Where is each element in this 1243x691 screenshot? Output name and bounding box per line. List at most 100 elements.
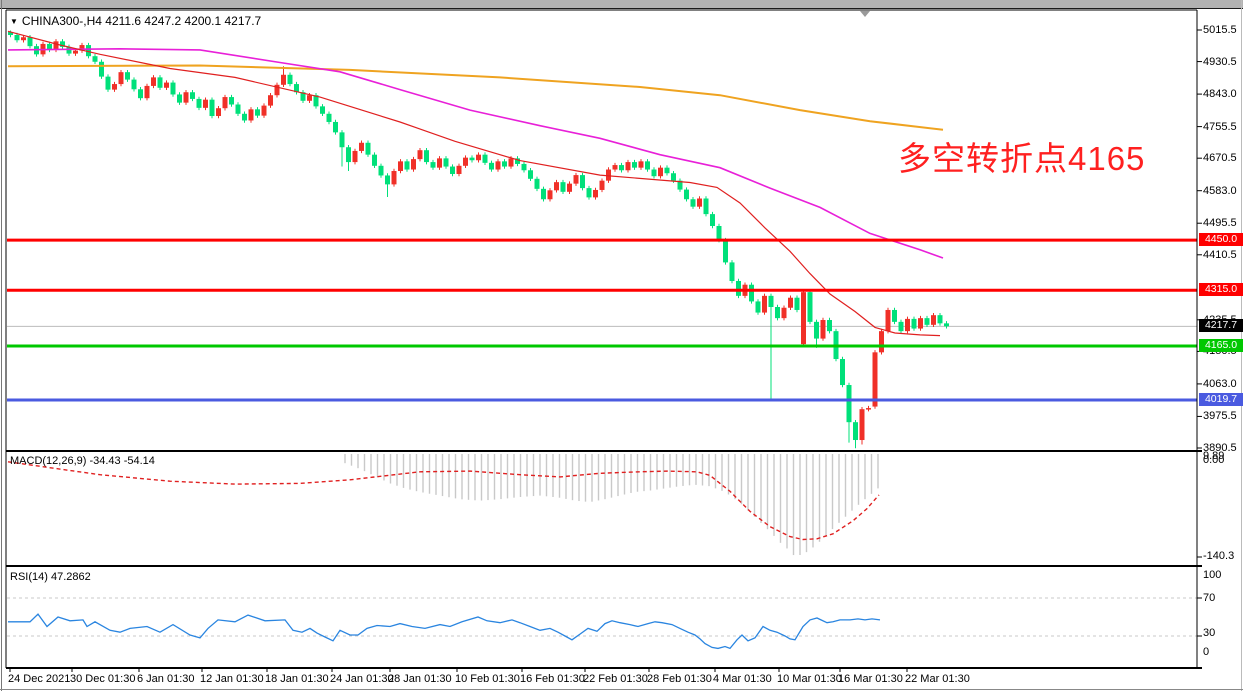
candle bbox=[268, 95, 273, 106]
price-badge-4165.0: 4165.0 bbox=[1199, 339, 1243, 352]
candle bbox=[586, 188, 592, 198]
candle bbox=[222, 97, 228, 109]
candle bbox=[430, 162, 436, 168]
window-frame-left bbox=[1, 0, 2, 691]
candle bbox=[294, 84, 299, 93]
candle bbox=[99, 61, 104, 77]
candle bbox=[346, 147, 351, 163]
price-axis-label: 5015.5 bbox=[1203, 24, 1237, 36]
candle bbox=[469, 157, 475, 161]
candle bbox=[638, 161, 644, 168]
time-axis-label: 10 Feb 01:30 bbox=[455, 673, 520, 685]
candle bbox=[781, 307, 787, 319]
candle bbox=[508, 158, 514, 167]
candle bbox=[300, 92, 306, 101]
candle bbox=[905, 318, 910, 332]
candle bbox=[625, 162, 631, 171]
candle bbox=[521, 163, 527, 171]
symbol-dropdown-icon[interactable]: ▼ bbox=[10, 17, 18, 26]
candle bbox=[723, 240, 728, 263]
candle bbox=[372, 154, 377, 166]
price-axis-label: 3890.5 bbox=[1203, 442, 1237, 454]
candle bbox=[879, 331, 884, 353]
candle bbox=[619, 165, 624, 171]
candle bbox=[846, 385, 852, 423]
candle bbox=[664, 167, 670, 174]
price-axis-label: 4670.5 bbox=[1203, 152, 1237, 165]
candle bbox=[775, 306, 780, 319]
candle bbox=[437, 158, 442, 168]
candle bbox=[8, 32, 13, 36]
candle bbox=[60, 41, 65, 47]
candle bbox=[554, 182, 559, 191]
candle bbox=[391, 171, 397, 185]
time-axis-label: 6 Jan 01:30 bbox=[137, 673, 195, 685]
candle bbox=[144, 85, 150, 99]
candle bbox=[92, 56, 98, 62]
price-axis-label: 4410.5 bbox=[1203, 248, 1237, 261]
chart-title: ▼ CHINA300-,H4 4211.6 4247.2 4200.1 4217.… bbox=[10, 14, 261, 28]
candle bbox=[820, 320, 826, 339]
ma-mid-magenta bbox=[7, 47, 944, 259]
candle bbox=[853, 422, 858, 441]
candle bbox=[489, 162, 494, 170]
time-axis-label: 4 Mar 01:30 bbox=[713, 673, 772, 685]
candle bbox=[326, 113, 332, 122]
candle bbox=[235, 104, 241, 114]
candle bbox=[157, 77, 163, 88]
candle bbox=[274, 84, 280, 96]
time-axis-label: 28 Feb 01:30 bbox=[647, 673, 712, 685]
candle bbox=[287, 74, 293, 85]
candle bbox=[924, 318, 930, 325]
candle bbox=[703, 198, 709, 215]
candle bbox=[164, 82, 169, 88]
candle bbox=[424, 150, 429, 163]
time-axis-label: 24 Jan 01:30 bbox=[330, 673, 394, 685]
candle bbox=[788, 297, 793, 308]
candle bbox=[885, 309, 891, 332]
candle bbox=[138, 89, 143, 99]
candle bbox=[801, 292, 806, 345]
time-axis-label: 30 Dec 01:30 bbox=[70, 673, 136, 685]
candle bbox=[567, 183, 572, 192]
time-axis-label: 12 Jan 01:30 bbox=[200, 673, 264, 685]
candle bbox=[27, 37, 33, 47]
candle bbox=[606, 169, 611, 181]
macd-axis-max-label: 9.89 bbox=[1203, 450, 1225, 462]
candle bbox=[313, 95, 319, 107]
time-axis-label: 16 Mar 01:30 bbox=[838, 673, 903, 685]
chart-annotation-text[interactable]: 多空转折点4165 bbox=[898, 140, 1146, 177]
chart-shift-icon[interactable] bbox=[860, 11, 870, 17]
candle bbox=[229, 97, 234, 105]
candle bbox=[872, 352, 878, 407]
candle bbox=[79, 45, 85, 51]
candle bbox=[209, 99, 215, 117]
candle bbox=[898, 321, 904, 332]
candle bbox=[560, 182, 566, 192]
candle bbox=[352, 150, 358, 163]
candle bbox=[755, 301, 761, 313]
candle bbox=[534, 178, 540, 189]
candle bbox=[749, 284, 754, 302]
candle bbox=[580, 175, 585, 189]
price-axis-label: 4063.0 bbox=[1203, 377, 1237, 390]
ma-slow-orange bbox=[7, 64, 944, 131]
price-axis-label: 4930.5 bbox=[1203, 55, 1237, 68]
candle bbox=[697, 198, 702, 207]
candle bbox=[690, 199, 696, 207]
candle bbox=[918, 318, 923, 329]
rsi-axis-label: 30 bbox=[1203, 627, 1216, 639]
candle bbox=[417, 150, 423, 160]
candle bbox=[443, 158, 449, 167]
candle bbox=[866, 408, 871, 410]
time-axis-label: 28 Jan 01:30 bbox=[388, 673, 452, 685]
candle bbox=[131, 79, 137, 90]
candle bbox=[710, 214, 715, 226]
rsi-axis-label: 100 bbox=[1203, 569, 1222, 581]
candle bbox=[807, 292, 813, 322]
candle bbox=[515, 158, 520, 164]
candle bbox=[203, 99, 208, 108]
macd-signal-line bbox=[7, 461, 880, 541]
